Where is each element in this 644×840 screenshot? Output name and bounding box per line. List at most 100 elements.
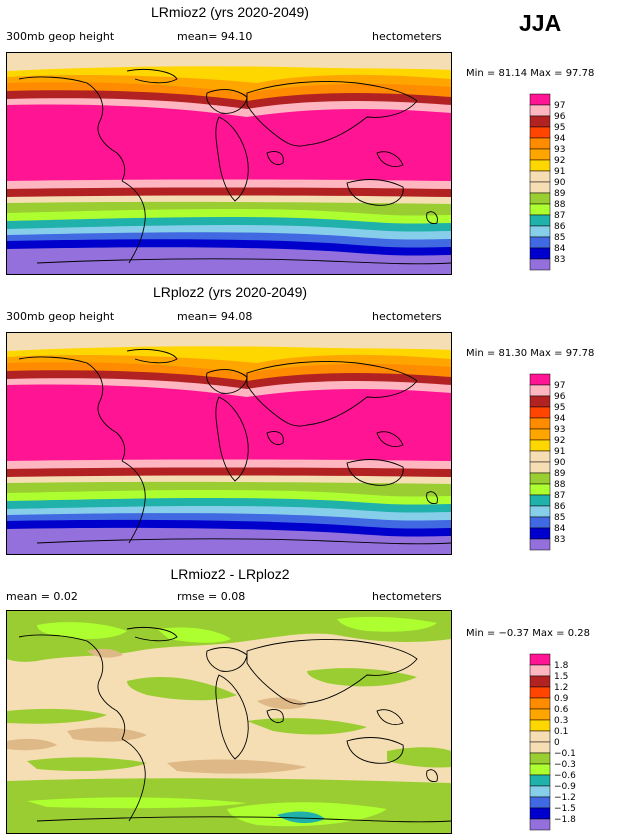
legend-tick-label: 0.9 bbox=[554, 694, 569, 704]
min-max-label: Min = 81.14 Max = 97.78 bbox=[466, 68, 595, 79]
units-label: hectometers bbox=[372, 30, 442, 43]
legend-tick-label: 85 bbox=[554, 513, 565, 523]
legend-swatch bbox=[529, 697, 551, 710]
units-label: hectometers bbox=[372, 590, 442, 603]
legend-swatch bbox=[529, 373, 551, 386]
legend-tick-label: 83 bbox=[554, 535, 565, 545]
rmse-label: rmse = 0.08 bbox=[177, 590, 246, 603]
legend-swatch bbox=[529, 527, 551, 540]
color-legend: 97 96 95 94 93 92 91 90 89 88 87 86 85 84 83 bbox=[529, 93, 610, 271]
legend-swatch bbox=[529, 214, 551, 227]
legend-tick-label: 92 bbox=[554, 436, 565, 446]
legend-swatch bbox=[529, 159, 551, 172]
legend-tick-label: 93 bbox=[554, 145, 565, 155]
height-map bbox=[6, 332, 452, 555]
difference-map bbox=[6, 610, 452, 834]
legend-tick-label: −1.5 bbox=[554, 804, 576, 814]
legend-swatch bbox=[529, 137, 551, 150]
legend-swatch bbox=[529, 807, 551, 820]
legend-swatch bbox=[529, 505, 551, 518]
legend-tick-label: 89 bbox=[554, 469, 566, 479]
legend-tick-label: 0.1 bbox=[554, 727, 568, 737]
legend-swatch bbox=[529, 785, 551, 798]
legend-tick-label: 0.3 bbox=[554, 716, 568, 726]
legend-tick-label: 97 bbox=[554, 381, 565, 391]
legend-swatch bbox=[529, 752, 551, 765]
variable-label: 300mb geop height bbox=[6, 30, 115, 43]
legend-tick-label: 86 bbox=[554, 502, 566, 512]
legend-tick-label: 87 bbox=[554, 211, 565, 221]
legend-tick-label: 89 bbox=[554, 189, 566, 199]
legend-swatch bbox=[529, 258, 551, 271]
legend-swatch bbox=[529, 225, 551, 238]
legend-tick-label: 87 bbox=[554, 491, 565, 501]
legend-swatch bbox=[529, 181, 551, 194]
legend-swatch bbox=[529, 439, 551, 452]
legend-swatch bbox=[529, 472, 551, 485]
legend-tick-label: −0.9 bbox=[554, 782, 576, 792]
legend-swatch bbox=[529, 675, 551, 688]
legend-swatch bbox=[529, 664, 551, 677]
legend-tick-label: −0.1 bbox=[554, 749, 576, 759]
legend-tick-label: −1.8 bbox=[554, 815, 576, 825]
units-label: hectometers bbox=[372, 310, 442, 323]
season-label: JJA bbox=[519, 10, 562, 36]
legend-swatch bbox=[529, 236, 551, 249]
legend-tick-label: 94 bbox=[554, 414, 566, 424]
legend-swatch bbox=[529, 247, 551, 260]
legend-tick-label: 1.2 bbox=[554, 683, 568, 693]
legend-tick-label: 83 bbox=[554, 255, 565, 265]
legend-tick-label: 88 bbox=[554, 480, 566, 490]
legend-swatch bbox=[529, 395, 551, 408]
legend-swatch bbox=[529, 461, 551, 474]
legend-swatch bbox=[529, 104, 551, 117]
panel-title: LRmioz2 - LRploz2 bbox=[170, 566, 290, 582]
legend-swatch bbox=[529, 93, 551, 106]
legend-tick-label: 95 bbox=[554, 123, 565, 133]
legend-swatch bbox=[529, 516, 551, 529]
legend-swatch bbox=[529, 741, 551, 754]
legend-tick-label: −1.2 bbox=[554, 793, 576, 803]
legend-tick-label: 96 bbox=[554, 392, 566, 402]
legend-swatch bbox=[529, 203, 551, 216]
legend-swatch bbox=[529, 686, 551, 699]
panel-title: LRmioz2 (yrs 2020-2049) bbox=[151, 4, 309, 20]
legend-swatch bbox=[529, 406, 551, 419]
legend-swatch bbox=[529, 494, 551, 507]
legend-swatch bbox=[529, 192, 551, 205]
color-legend: 97 96 95 94 93 92 91 90 89 88 87 86 85 84 83 bbox=[529, 373, 610, 551]
legend-swatch bbox=[529, 774, 551, 787]
legend-swatch bbox=[529, 730, 551, 743]
panel-title: LRploz2 (yrs 2020-2049) bbox=[152, 284, 308, 300]
legend-tick-label: 85 bbox=[554, 233, 565, 243]
legend-tick-label: 1.5 bbox=[554, 672, 568, 682]
legend-tick-label: −0.3 bbox=[554, 760, 576, 770]
legend-tick-label: 0 bbox=[554, 738, 560, 748]
legend-swatch bbox=[529, 538, 551, 551]
legend-swatch bbox=[529, 417, 551, 430]
mean-label: mean= 94.10 bbox=[177, 30, 253, 43]
legend-tick-label: −0.6 bbox=[554, 771, 576, 781]
legend-swatch bbox=[529, 818, 551, 831]
min-max-label: Min = −0.37 Max = 0.28 bbox=[466, 628, 590, 639]
height-map bbox=[6, 52, 452, 275]
map-svg bbox=[7, 611, 451, 833]
color-legend: 1.8 1.5 1.2 0.9 0.6 0.3 0.1 0 −0.1 −0.3 −0.6 −0.9 −1… bbox=[529, 653, 610, 831]
map-svg bbox=[7, 333, 451, 554]
legend-swatch bbox=[529, 126, 551, 139]
min-max-label: Min = 81.30 Max = 97.78 bbox=[466, 348, 595, 359]
mean-label: mean= 94.08 bbox=[177, 310, 253, 323]
legend-tick-label: 88 bbox=[554, 200, 566, 210]
legend-swatch bbox=[529, 708, 551, 721]
legend-tick-label: 93 bbox=[554, 425, 565, 435]
legend-swatch bbox=[529, 428, 551, 441]
legend-tick-label: 84 bbox=[554, 524, 566, 534]
legend-swatch bbox=[529, 384, 551, 397]
legend-tick-label: 86 bbox=[554, 222, 566, 232]
legend-swatch bbox=[529, 170, 551, 183]
legend-swatch bbox=[529, 483, 551, 496]
legend-tick-label: 0.6 bbox=[554, 705, 569, 715]
legend-svg: 1.81.51.20.90.60.30.10−0.1−0.3−0.6−0.9−1… bbox=[529, 653, 576, 831]
legend-tick-label: 90 bbox=[554, 458, 566, 468]
